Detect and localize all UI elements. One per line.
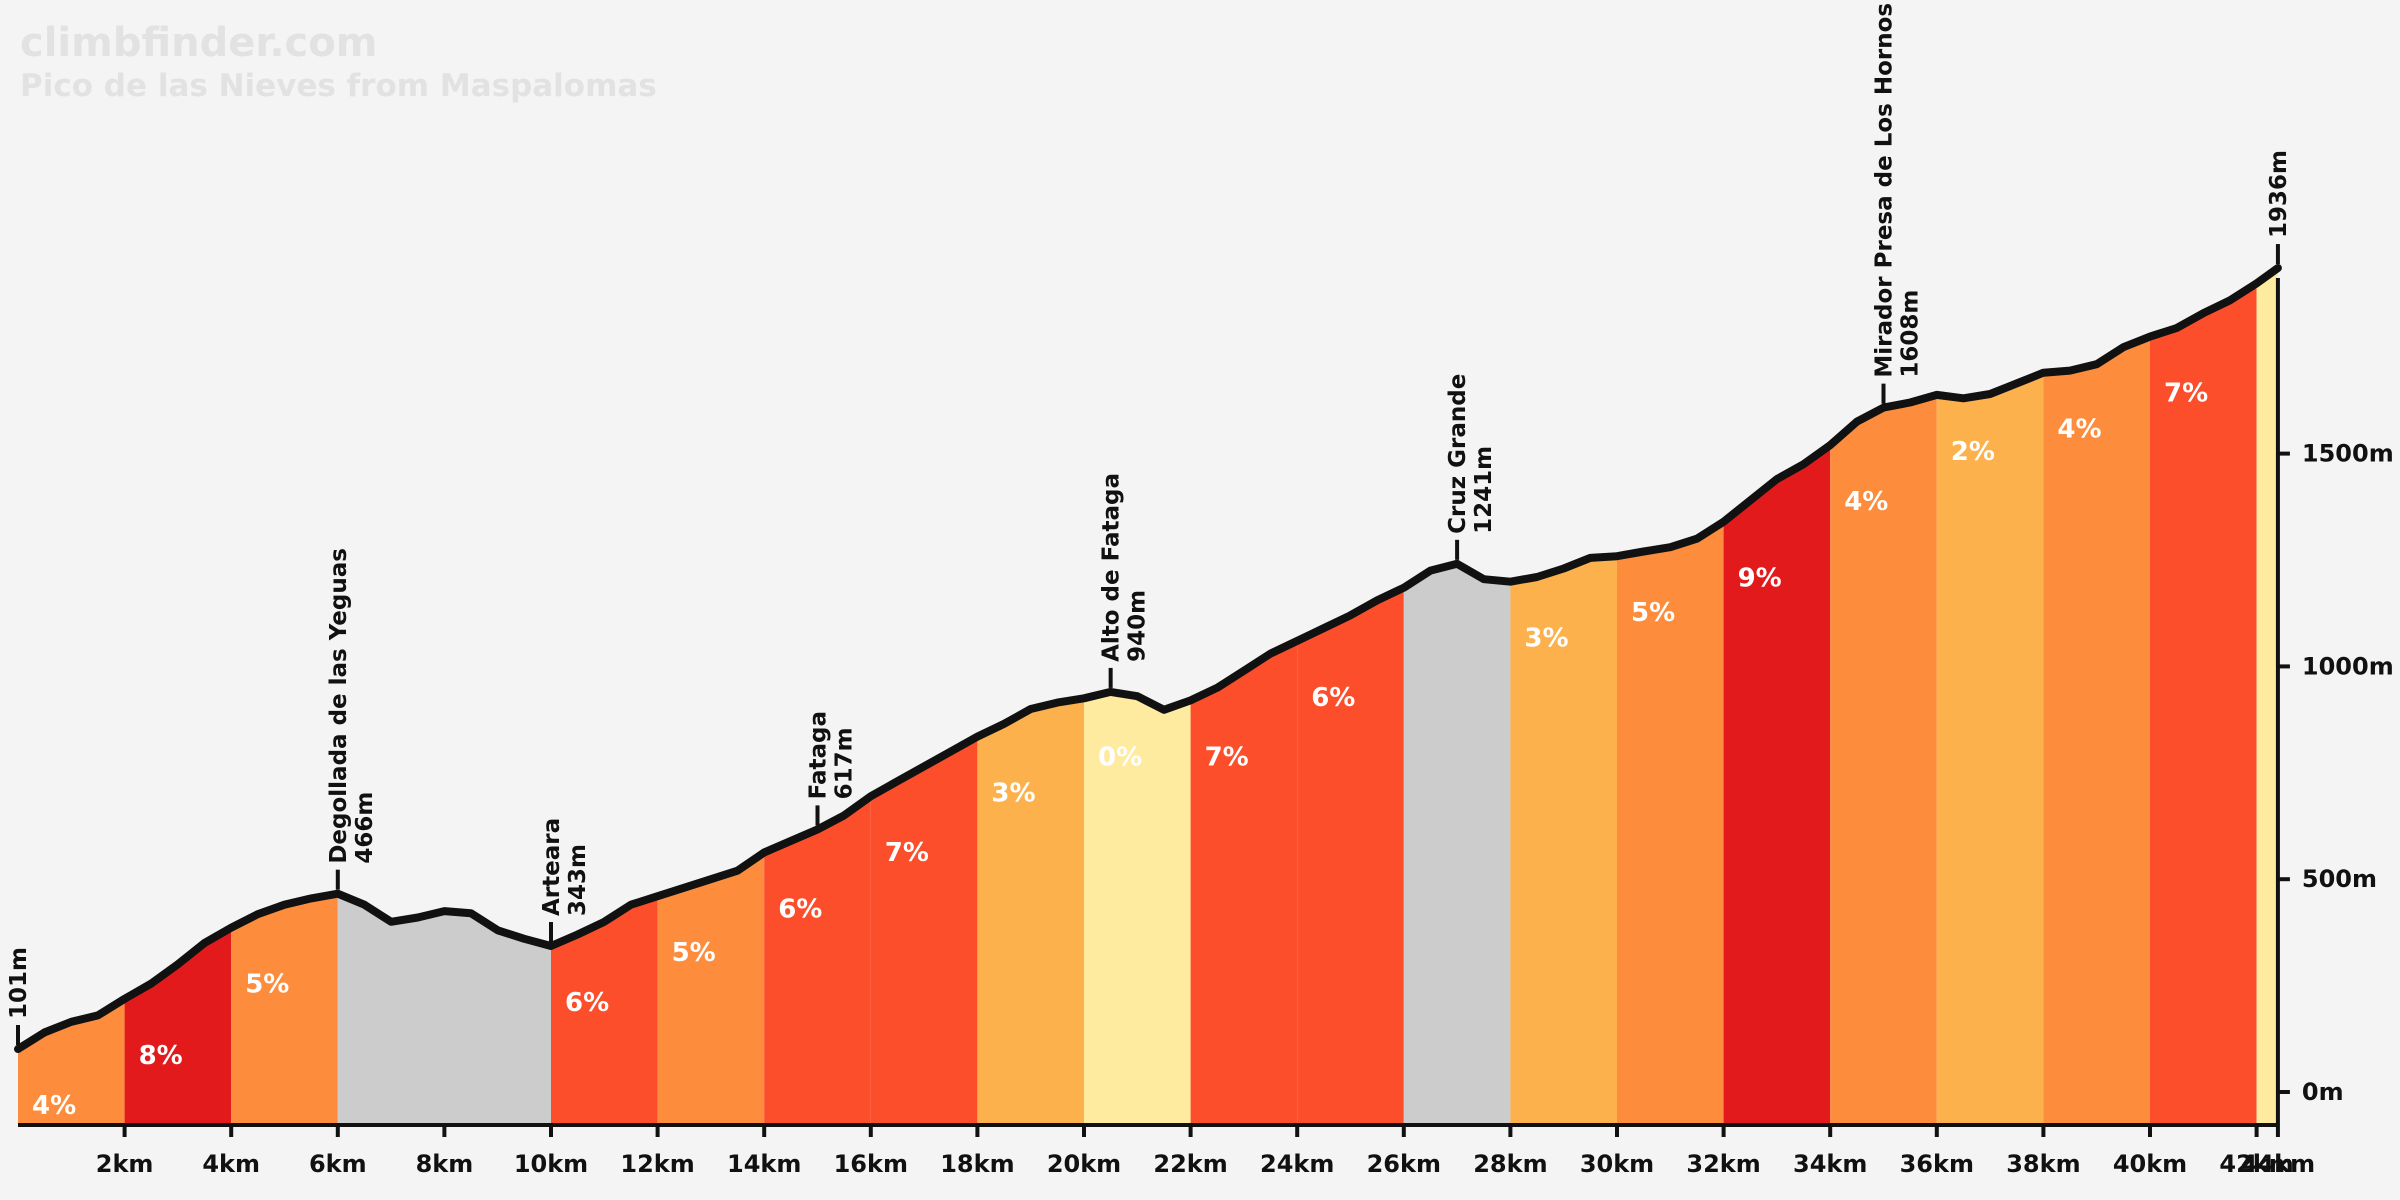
x-tick-label: 22km (1153, 1150, 1227, 1178)
x-tick-label: 24km (1260, 1150, 1334, 1178)
grade-label: 5% (1631, 598, 1675, 628)
grade-label: 7% (885, 838, 929, 868)
x-tick-label: 34km (1793, 1150, 1867, 1178)
annotation-0: 101m (6, 947, 32, 1019)
y-tick-label: 1000m (2302, 652, 2394, 680)
brand-logo: climbfinder.com (20, 20, 377, 66)
annotation-elevation: 1608m (1898, 290, 1924, 378)
x-tick-label: 38km (2006, 1150, 2080, 1178)
annotation-name: Arteara (539, 818, 565, 916)
annotation-elevation: 101m (6, 947, 32, 1019)
grade-segment-19 (2150, 283, 2257, 1125)
x-tick-label: 10km (514, 1150, 588, 1178)
grade-segment-20 (2256, 268, 2278, 1125)
grade-segment-11 (1297, 587, 1404, 1125)
annotation-elevation: 940m (1125, 590, 1151, 662)
x-tick-label: 12km (620, 1150, 694, 1178)
annotation-1: Degollada de las Yeguas 466m (326, 548, 378, 864)
grade-label: 6% (778, 894, 822, 924)
grade-label: 4% (32, 1091, 76, 1121)
grade-label: 0% (1098, 742, 1142, 772)
annotation-name: Fataga (806, 711, 832, 799)
grade-segment-10 (1190, 640, 1298, 1125)
y-tick-label: 500m (2302, 865, 2377, 893)
x-tick-label: 18km (940, 1150, 1014, 1178)
y-tick-label: 1500m (2302, 440, 2394, 468)
grade-label: 3% (991, 779, 1035, 809)
profile-line (14, 264, 2282, 1053)
annotation-3: Fataga 617m (806, 711, 858, 799)
x-tick-label: 40km (2113, 1150, 2187, 1178)
grade-segment-6 (764, 796, 871, 1125)
grade-segment-9 (1084, 691, 1191, 1125)
grade-label: 2% (1951, 437, 1995, 467)
grade-segment-12 (1403, 563, 1511, 1125)
x-tick-label: 28km (1473, 1150, 1547, 1178)
grade-label: 4% (2057, 415, 2101, 445)
grade-segment-1 (124, 927, 232, 1125)
annotation-name: Alto de Fataga (1099, 473, 1125, 662)
grade-label: 8% (139, 1041, 183, 1071)
x-tick-label: 30km (1580, 1150, 1654, 1178)
grade-label: 7% (2164, 379, 2208, 409)
annotation-name: Degollada de las Yeguas (326, 548, 352, 864)
y-axis: 0m 500m 1000m 1500m (2275, 278, 2394, 1125)
grade-segment-8 (977, 698, 1084, 1125)
grade-label: 5% (245, 970, 289, 1000)
grade-segment-15 (1723, 445, 1831, 1125)
grade-label: 6% (565, 988, 609, 1018)
annotation-2: Arteara 343m (539, 818, 591, 916)
annotation-elevation: 1241m (1471, 446, 1497, 534)
grade-segment-2 (231, 893, 338, 1125)
x-tick-label: 8km (416, 1150, 474, 1178)
x-tick-label: 36km (1900, 1150, 1974, 1178)
annotation-elevation: 1936m (2266, 150, 2292, 238)
x-tick-label: 6km (309, 1150, 367, 1178)
x-tick-label: 16km (834, 1150, 908, 1178)
grade-label: 6% (1311, 683, 1355, 713)
grade-segment-5 (657, 852, 765, 1125)
grade-segment-16 (1830, 394, 1937, 1125)
grade-segment-13 (1510, 556, 1617, 1125)
y-tick-label: 0m (2302, 1078, 2344, 1106)
grade-segment-14 (1617, 521, 1724, 1125)
grade-segment-4 (551, 896, 658, 1125)
grade-label: 5% (672, 938, 716, 968)
x-tick-label: 44km (2241, 1150, 2315, 1178)
x-tick-label: 26km (1367, 1150, 1441, 1178)
x-tick-label: 2km (96, 1150, 154, 1178)
annotation-name: Cruz Grande (1445, 374, 1471, 534)
annotation-elevation: 466m (352, 792, 378, 864)
grade-segment-0 (18, 998, 125, 1125)
grade-segment-17 (1936, 372, 2044, 1126)
x-tick-label: 20km (1047, 1150, 1121, 1178)
grade-label: 3% (1524, 624, 1568, 654)
grade-label: 9% (1738, 564, 1782, 594)
x-tick-label: 42km (2219, 1150, 2293, 1178)
grade-segment-7 (870, 736, 978, 1125)
grade-labels: 4% 8% 5% 6% 5% 6% 7% 3% 0% 7% 6% 3% 5% 9% 4% 2% 4% 7% (32, 379, 2208, 1121)
annotation-name: Mirador Presa de Los Hornos (1872, 3, 1898, 378)
annotation-elevation: 343m (565, 844, 591, 916)
x-axis: 2km 4km 6km 8km 10km 12km 14km 16km 18km 20km 22km… (18, 1123, 2315, 1178)
x-tick-label: 32km (1686, 1150, 1760, 1178)
annotation-elevation: 617m (832, 727, 858, 799)
grade-segments (18, 268, 2278, 1126)
chart-title: Pico de las Nieves from Maspalomas (20, 68, 657, 104)
grade-segment-18 (2043, 336, 2150, 1125)
x-tick-label: 14km (727, 1150, 801, 1178)
climb-annotations: 101m Degollada de las Yeguas 466m Arteara 34… (6, 3, 2292, 1046)
grade-segment-3 (337, 893, 551, 1125)
x-tick-label: 4km (202, 1150, 260, 1178)
annotation-5: Cruz Grande 1241m (1445, 374, 1497, 534)
grade-label: 7% (1205, 742, 1249, 772)
annotation-4: Alto de Fataga 940m (1099, 473, 1151, 662)
grade-label: 4% (1844, 487, 1888, 517)
annotation-7: 1936m (2266, 150, 2292, 238)
annotation-6: Mirador Presa de Los Hornos 1608m (1872, 3, 1924, 378)
